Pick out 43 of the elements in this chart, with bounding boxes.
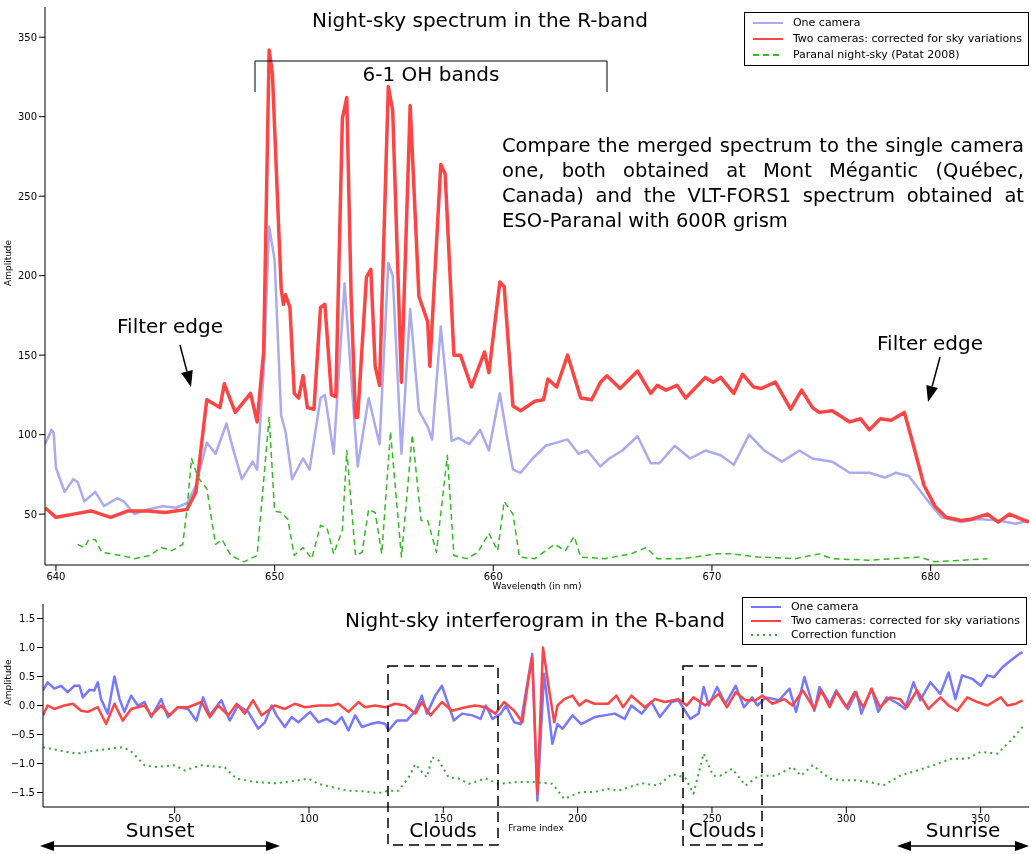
y-axis-title: Amplitude xyxy=(3,658,14,706)
x-tick-label: 660 xyxy=(483,571,503,583)
x-tick-label: 680 xyxy=(921,571,941,583)
x-axis-title: Frame index xyxy=(508,823,565,833)
y-tick-label: 1.5 xyxy=(19,613,35,625)
legend-label: Paranal night-sky (Patat 2008) xyxy=(792,48,960,61)
annotation: Filter edge xyxy=(117,314,223,338)
x-tick-label: 100 xyxy=(299,813,319,825)
chart-title: Night-sky interferogram in the R-band xyxy=(345,608,725,632)
y-tick-label: 100 xyxy=(17,429,37,441)
legend-label: Two cameras: corrected for sky variations xyxy=(792,32,1022,45)
chart-title: Night-sky spectrum in the R-band xyxy=(312,8,648,32)
y-tick-label: 0.0 xyxy=(19,700,35,712)
annotation: Filter edge xyxy=(877,331,983,355)
x-tick-label: 300 xyxy=(836,813,856,825)
y-tick-label: 350 xyxy=(17,31,37,43)
x-axis-title: Wavelength (in nm) xyxy=(492,581,582,591)
legend-label: One camera xyxy=(792,16,861,29)
y-tick-label: 1.0 xyxy=(19,642,35,654)
x-tick-label: 50 xyxy=(168,813,182,825)
x-tick-label: 150 xyxy=(433,813,453,825)
y-tick-label: 200 xyxy=(17,270,37,282)
x-tick-label: 650 xyxy=(265,571,285,583)
y-tick-label: −1.5 xyxy=(10,787,35,799)
line-series xyxy=(43,725,1024,800)
y-tick-label: −0.5 xyxy=(10,729,35,741)
legend-label: Two cameras: corrected for sky variations xyxy=(790,614,1020,627)
y-tick-label: 300 xyxy=(17,111,37,123)
legend-label: Correction function xyxy=(790,628,897,641)
y-tick-label: 0.5 xyxy=(19,671,35,683)
x-tick-label: 670 xyxy=(702,571,722,583)
legend-label: One camera xyxy=(790,600,859,613)
y-tick-label: −1.0 xyxy=(10,758,35,770)
y-tick-label: 250 xyxy=(17,190,37,202)
line-series xyxy=(45,48,1029,524)
line-series xyxy=(77,416,989,563)
annotation: 6-1 OH bands xyxy=(362,62,500,86)
y-tick-label: 150 xyxy=(17,349,37,361)
x-tick-label: 640 xyxy=(46,571,66,583)
y-tick-label: 50 xyxy=(24,508,37,520)
y-axis-title: Amplitude xyxy=(3,239,14,286)
x-tick-label: 200 xyxy=(568,813,588,825)
annotation: Compare the merged spectrum to the single camera one, both obtained at Mont Mégantic (Québec, Canada) and the VLT-FORS1 spectrum obtained at ESO-Paranal with 600R grism xyxy=(502,134,1024,232)
